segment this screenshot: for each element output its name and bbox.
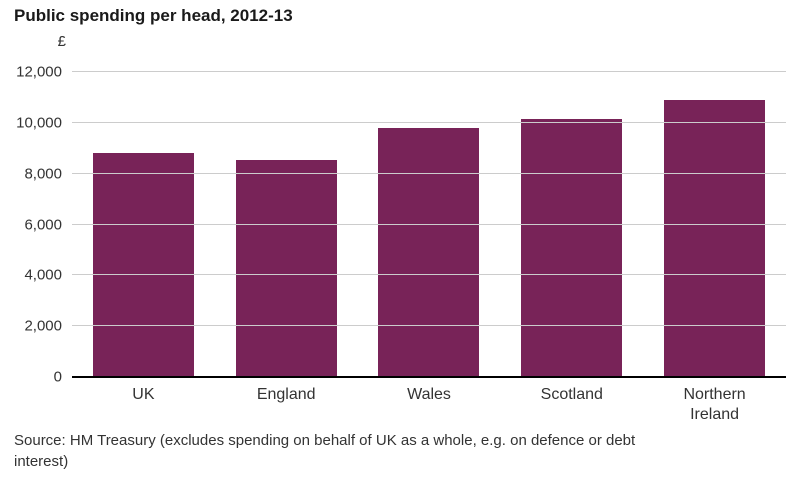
x-axis-label-wales: Wales [358, 385, 501, 425]
chart-title: Public spending per head, 2012-13 [14, 6, 293, 25]
source-note: Source: HM Treasury (excludes spending o… [14, 432, 636, 470]
y-tick-label: 2,000 [24, 317, 62, 335]
gridline [72, 325, 786, 327]
bar-slot [358, 72, 501, 377]
gridline [72, 121, 786, 123]
y-axis-tick-labels: 0 2,000 4,000 6,000 8,000 10,000 12,000 [0, 65, 62, 385]
gridline [72, 274, 786, 276]
gridline [72, 172, 786, 174]
x-axis-label-text: England [256, 386, 316, 403]
bar-northern-ireland [664, 99, 766, 377]
y-tick-label: 4,000 [24, 266, 62, 284]
y-tick-label: 12,000 [16, 63, 62, 81]
y-tick-label: 8,000 [24, 165, 62, 183]
x-axis-label-text: Scotland [540, 386, 603, 403]
x-axis-label-uk: UK [72, 385, 215, 425]
bar-slot [643, 72, 786, 377]
bar-slot [72, 72, 215, 377]
x-axis-label-text: UK [132, 386, 155, 403]
x-axis-label-text: Wales [407, 386, 451, 403]
x-axis-label-scotland: Scotland [500, 385, 643, 425]
x-axis-baseline [72, 376, 786, 378]
gridline [72, 71, 786, 72]
x-axis-label-northern-ireland: Northern Ireland [643, 385, 786, 425]
bar-england [235, 159, 337, 377]
bar-uk [92, 153, 194, 377]
bars-group [72, 72, 786, 377]
y-tick-label: 10,000 [16, 114, 62, 132]
y-tick-label: 6,000 [24, 216, 62, 233]
plot-area [72, 71, 786, 378]
x-axis-labels: UK England Wales Scotland Northern Ireland [72, 385, 786, 425]
x-axis-label-england: England [215, 385, 358, 425]
y-axis-unit-label: £ [57, 33, 66, 50]
bar-slot [500, 72, 643, 377]
bar-scotland [521, 119, 623, 377]
x-axis-label-text: Northern Ireland [683, 386, 746, 423]
bar-wales [378, 127, 480, 377]
gridline [72, 223, 786, 225]
y-tick-label: 0 [53, 368, 62, 386]
bar-slot [215, 72, 358, 377]
